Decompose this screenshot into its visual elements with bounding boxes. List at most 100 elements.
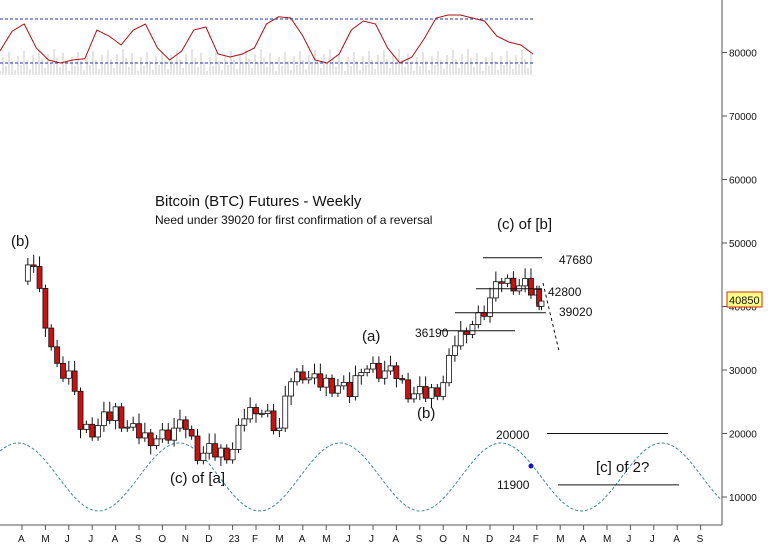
x-tick-label: M: [556, 534, 564, 545]
candle-up: [24, 264, 31, 282]
candle-up: [305, 377, 312, 381]
candle-up: [276, 427, 283, 432]
candle-up: [334, 385, 341, 394]
last-price-box: [726, 291, 763, 308]
x-tick-label: 23: [229, 534, 241, 545]
y-tick-label: 80000: [729, 49, 757, 60]
candle-down: [346, 381, 353, 398]
candle-up: [323, 377, 330, 388]
candle-down: [30, 264, 37, 267]
x-tick-label: M: [41, 534, 49, 545]
level-lines: [440, 257, 679, 486]
wave-label-c-of-a: (c) of [a]: [170, 470, 225, 487]
candle-up: [538, 300, 545, 307]
candle-down: [317, 373, 324, 388]
candle-up: [206, 443, 213, 454]
price-candles: [24, 254, 560, 466]
level-label-36190: 36190: [415, 326, 449, 340]
candle-up: [522, 278, 528, 287]
y-tick-label: 50000: [729, 239, 757, 250]
x-tick-label: A: [18, 534, 25, 545]
cycle-marker-dot: [528, 463, 534, 469]
wave-label-b-top: (b): [11, 233, 29, 250]
candle-down: [463, 330, 470, 335]
candle-down: [89, 423, 96, 438]
candle-up: [487, 297, 493, 317]
candle-down: [48, 327, 55, 348]
candle-down: [194, 435, 201, 461]
candle-up: [124, 426, 131, 429]
cycle-curve: [0, 442, 721, 512]
candle-down: [71, 370, 78, 392]
candle-up: [241, 418, 248, 426]
candle-down: [147, 432, 154, 446]
candle-up: [457, 330, 464, 347]
candle-down: [329, 377, 335, 394]
candle-down: [434, 387, 441, 397]
wave-label-b-low: (b): [417, 405, 435, 422]
candle-down: [77, 390, 84, 430]
candle-down: [405, 379, 412, 400]
level-label-11900: 11900: [497, 478, 530, 492]
candle-up: [475, 312, 482, 325]
candle-down: [136, 423, 142, 439]
candle-up: [247, 407, 254, 420]
candle-up: [159, 429, 166, 440]
candle-up: [217, 447, 224, 458]
y-axis-ticks: 10000 20000 30000 40000 50000 60000 70000 80000: [722, 49, 757, 504]
candle-down: [60, 362, 66, 379]
candle-down: [299, 371, 306, 381]
candle-up: [370, 362, 376, 370]
candle-up: [130, 423, 137, 428]
x-tick-label: F: [533, 534, 539, 545]
x-tick-label: O: [158, 534, 166, 545]
candle-up: [112, 406, 119, 421]
candle-down: [498, 281, 505, 284]
candle-down: [223, 447, 230, 461]
candle-down: [42, 288, 49, 329]
x-axis-ticks: A M J J A S O N D 23 F M A M J J A S O N D 24 F M A M J J A S: [18, 525, 704, 545]
x-tick-label: O: [439, 534, 447, 545]
candle-up: [381, 370, 388, 379]
candle-down: [270, 410, 277, 432]
cycle-sine-line: [0, 442, 721, 512]
candle-up: [153, 438, 160, 446]
x-tick-label: J: [650, 534, 655, 545]
level-label-47680: 47680: [559, 253, 593, 267]
candle-up: [411, 393, 417, 400]
x-tick-label: N: [463, 534, 470, 545]
candle-up: [264, 410, 271, 414]
candle-up: [428, 387, 435, 399]
x-tick-label: A: [673, 534, 680, 545]
candle-down: [528, 278, 534, 296]
x-tick-label: S: [135, 534, 142, 545]
y-tick-label: 60000: [729, 176, 757, 187]
indicator-line: [0, 14, 534, 64]
candle-up: [288, 381, 295, 397]
candle-down: [375, 362, 382, 379]
candle-up: [451, 345, 458, 356]
x-tick-label: J: [369, 534, 374, 545]
y-tick-label: 10000: [729, 493, 757, 504]
chart-title: Bitcoin (BTC) Futures - Weekly: [155, 193, 362, 210]
candle-up: [340, 381, 347, 387]
x-tick-label: M: [275, 534, 283, 545]
last-price-label: 40850: [729, 295, 760, 307]
x-tick-label: A: [112, 534, 119, 545]
candle-up: [65, 370, 72, 379]
candle-up: [229, 448, 236, 461]
candle-down: [399, 378, 406, 381]
candle-up: [446, 354, 452, 384]
candle-up: [504, 277, 511, 284]
x-tick-label: A: [392, 534, 399, 545]
wave-label-a: (a): [362, 328, 380, 345]
candle-up: [387, 365, 394, 372]
wave-label-c-of-2: [c] of 2?: [596, 459, 649, 476]
x-tick-label: M: [603, 534, 611, 545]
candle-down: [182, 419, 189, 430]
x-tick-label: S: [697, 534, 704, 545]
candle-up: [235, 424, 242, 450]
candle-down: [165, 429, 172, 441]
candle-down: [422, 386, 429, 399]
